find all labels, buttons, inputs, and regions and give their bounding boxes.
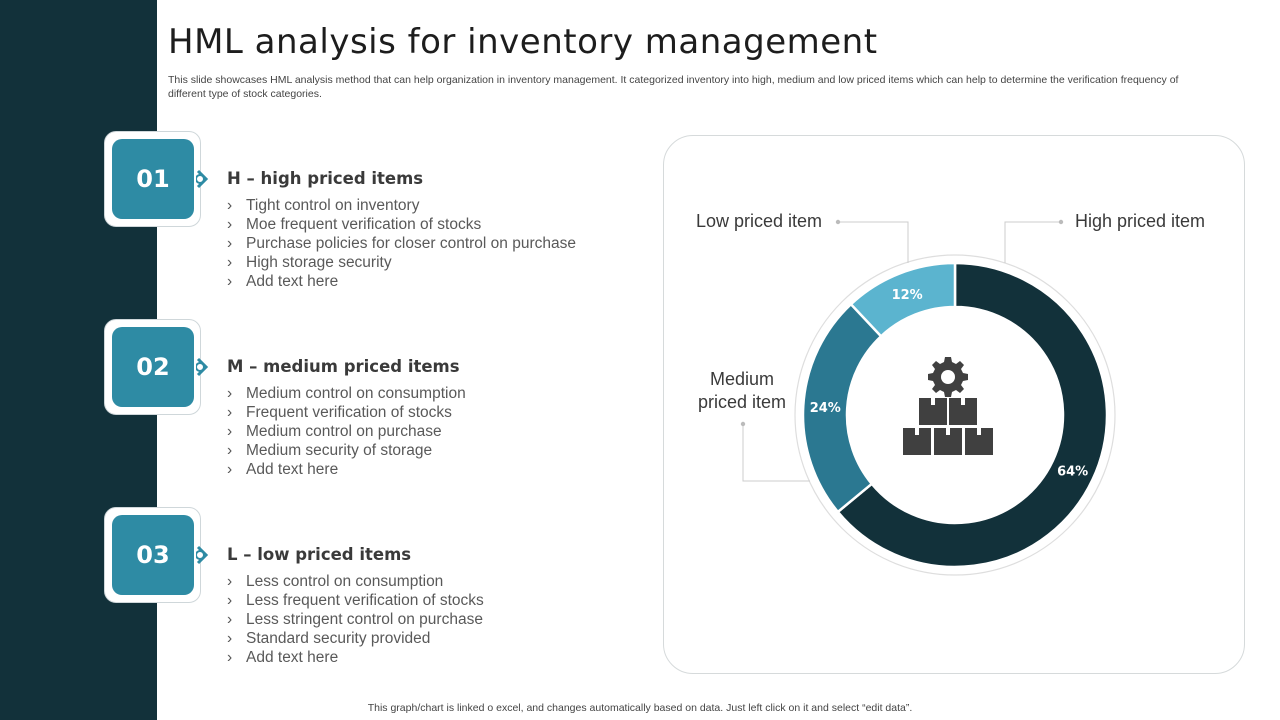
slice-data-label: 64% [1057,464,1088,479]
bullet-item: › Medium control on consumption [227,384,466,403]
bullet-item: › Add text here [227,460,466,479]
chevron-right-icon: › [227,592,233,609]
bullet-text: Less frequent verification of stocks [246,592,484,609]
bullet-item: › Frequent verification of stocks [227,403,466,422]
bullet-text: Medium control on purchase [246,423,442,440]
section-title: M – medium priced items [227,357,460,376]
bullet-item: › Add text here [227,272,576,291]
legend-label-medium-line2: priced item [698,392,786,412]
chevron-right-icon: › [227,216,233,233]
chevron-right-icon: › [227,573,233,590]
bullet-item: › Purchase policies for closer control on… [227,234,576,253]
chevron-right-icon: › [227,649,233,666]
chevron-right-icon: › [227,461,233,478]
bullet-text: Medium control on consumption [246,385,466,402]
bullet-list: › Tight control on inventory › Moe frequent… [227,196,576,291]
chevron-right-icon: › [227,630,233,647]
chevron-right-icon: › [227,423,233,440]
hml-section-1: 01 H – high priced items › Tight control on… [104,131,664,291]
bullet-item: › Medium security of storage [227,441,466,460]
number-badge: 01 [112,139,194,219]
number-badge: 03 [112,515,194,595]
bullet-item: › Medium control on purchase [227,422,466,441]
leader-line-medium [742,426,810,482]
number-badge-frame: 02 [104,319,201,415]
bullet-item: › Add text here [227,648,484,667]
slice-data-label: 12% [892,288,923,303]
donut-slice-low-priced-item[interactable] [849,261,957,339]
chevron-right-icon: › [227,404,233,421]
page-title: HML analysis for inventory management [168,22,878,62]
section-title: H – high priced items [227,169,424,188]
bullet-item: › High storage security [227,253,576,272]
bullet-text: Add text here [246,461,339,478]
legend-label-low: Low priced item [696,211,822,231]
connector-icon [196,357,209,377]
bullet-text: Standard security provided [246,630,431,647]
page-subtitle: This slide showcases HML analysis method… [168,74,1179,100]
bullet-text: Moe frequent verification of stocks [246,216,482,233]
leader-dot [1058,219,1064,225]
bullet-text: Medium security of storage [246,442,433,459]
chevron-right-icon: › [227,197,233,214]
chevron-right-icon: › [227,442,233,459]
connector-icon [196,169,209,189]
bullet-text: Purchase policies for closer control on … [246,235,576,252]
hml-section-3: 03 L – low priced items › Less control on c… [104,507,664,667]
chevron-right-icon: › [227,235,233,252]
bullet-text: Add text here [246,273,339,290]
slice-data-label: 24% [810,401,841,416]
leader-dot [740,421,746,427]
bullet-item: › Moe frequent verification of stocks [227,215,576,234]
hml-section-2: 02 M – medium priced items › Medium control… [104,319,664,479]
leader-dot [835,219,841,225]
section-title: L – low priced items [227,545,412,564]
leader-line-high [1004,221,1061,263]
bullet-item: › Less control on consumption [227,572,484,591]
footer-note: This graph/chart is linked o excel, and … [367,702,913,714]
chevron-right-icon: › [227,385,233,402]
bullet-item: › Less stringent control on purchase [227,610,484,629]
number-badge-frame: 03 [104,507,201,603]
leader-line-low [838,221,909,263]
bullet-list: › Medium control on consumption › Frequent … [227,384,466,479]
number-badge-frame: 01 [104,131,201,227]
chevron-right-icon: › [227,254,233,271]
bullet-text: Frequent verification of stocks [246,404,452,421]
donut-slice-high-priced-item[interactable] [836,261,1109,569]
chevron-right-icon: › [227,273,233,290]
bullet-text: Less control on consumption [246,573,444,590]
bullet-text: Add text here [246,649,339,666]
bullet-item: › Less frequent verification of stocks [227,591,484,610]
bullet-text: Tight control on inventory [246,197,420,214]
number-badge: 02 [112,327,194,407]
chevron-right-icon: › [227,611,233,628]
chart-card: 64% 24% 12% Low priced item High priced ite… [663,135,1245,674]
bullet-item: › Standard security provided [227,629,484,648]
legend-label-medium-line1: Medium [710,369,774,389]
bullet-list: › Less control on consumption › Less freque… [227,572,484,667]
donut-chart[interactable]: 64% 24% 12% Low priced item High priced ite… [664,136,1244,673]
bullet-text: High storage security [246,254,392,271]
connector-icon [196,545,209,565]
legend-label-high: High priced item [1075,211,1205,231]
bullet-item: › Tight control on inventory [227,196,576,215]
gear-boxes-icon [903,357,993,455]
bullet-text: Less stringent control on purchase [246,611,483,628]
